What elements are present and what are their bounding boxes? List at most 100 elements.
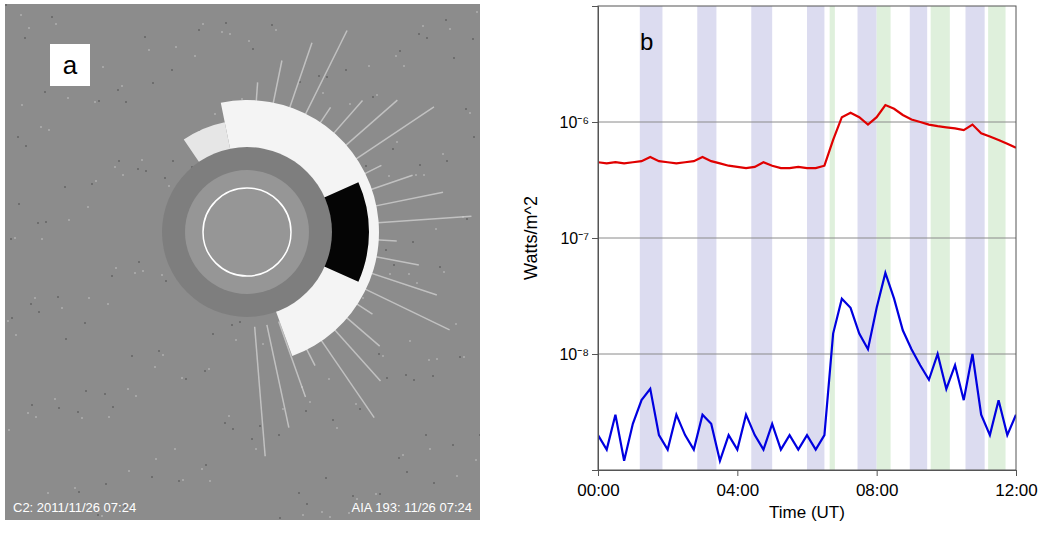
- texture: [127, 388, 129, 390]
- texture: [105, 483, 107, 485]
- texture: [107, 303, 109, 305]
- texture: [202, 23, 204, 25]
- texture: [7, 320, 9, 322]
- y-axis: 10⁻⁸ 10⁻⁷ 10⁻⁶: [559, 7, 598, 471]
- texture: [302, 514, 304, 516]
- texture: [453, 57, 455, 59]
- texture: [251, 438, 253, 440]
- texture: [336, 427, 338, 429]
- texture: [449, 28, 451, 30]
- texture: [14, 237, 16, 239]
- texture: [398, 457, 400, 459]
- texture: [54, 398, 56, 400]
- texture: [368, 65, 370, 67]
- x-tick-label: 08:00: [856, 481, 899, 500]
- texture: [388, 175, 390, 177]
- texture: [111, 275, 113, 277]
- texture: [282, 408, 284, 410]
- texture: [125, 101, 127, 103]
- texture: [225, 22, 227, 24]
- texture: [229, 33, 231, 35]
- texture: [348, 512, 350, 514]
- texture: [198, 29, 200, 31]
- texture: [142, 270, 144, 272]
- texture: [349, 103, 351, 105]
- panel-label-background: [50, 44, 90, 86]
- texture: [382, 355, 384, 357]
- texture: [85, 390, 87, 392]
- texture: [425, 434, 427, 436]
- texture: [48, 129, 50, 131]
- texture: [429, 448, 431, 450]
- plot-frame: [598, 6, 1016, 470]
- x-tick-mark: [1016, 470, 1017, 476]
- texture: [456, 475, 458, 477]
- texture: [137, 168, 139, 170]
- texture: [379, 493, 381, 495]
- texture: [255, 448, 257, 450]
- texture: [298, 492, 300, 494]
- texture: [248, 40, 250, 42]
- y-tick-label: 10⁻⁸: [559, 346, 589, 363]
- texture: [386, 377, 388, 379]
- texture: [162, 354, 164, 356]
- texture: [15, 334, 17, 336]
- plot-background: [598, 6, 1016, 470]
- texture: [352, 495, 354, 497]
- x-tick-label: 12:00: [995, 481, 1038, 500]
- texture: [65, 338, 67, 340]
- texture: [174, 448, 176, 450]
- texture: [412, 241, 414, 243]
- texture: [389, 273, 391, 275]
- texture: [345, 69, 347, 71]
- texture: [178, 480, 180, 482]
- texture: [306, 503, 308, 505]
- texture: [102, 66, 104, 68]
- texture: [101, 515, 103, 517]
- texture: [466, 218, 468, 220]
- texture: [78, 491, 80, 493]
- y-tick-label: 10⁻⁷: [560, 230, 589, 247]
- texture: [194, 55, 196, 57]
- texture: [305, 410, 307, 412]
- texture: [171, 69, 173, 71]
- texture: [459, 356, 461, 358]
- texture: [378, 353, 380, 355]
- texture: [8, 429, 10, 431]
- texture: [205, 464, 207, 466]
- grid-line: [598, 238, 1016, 239]
- texture: [57, 296, 59, 298]
- texture: [445, 19, 447, 21]
- texture: [392, 148, 394, 150]
- texture: [172, 160, 174, 162]
- x-tick: 04:00: [717, 470, 760, 500]
- texture: [24, 37, 26, 39]
- texture: [208, 368, 210, 370]
- texture: [41, 238, 43, 240]
- texture: [329, 516, 331, 518]
- texture: [5, 4, 7, 6]
- y-tick: 10⁻⁶: [560, 114, 598, 131]
- texture: [413, 379, 415, 381]
- y-tick: 10⁻⁷: [560, 230, 598, 247]
- texture: [122, 174, 124, 176]
- texture: [204, 370, 206, 372]
- texture: [17, 136, 19, 138]
- texture: [433, 482, 435, 484]
- texture: [145, 170, 147, 172]
- texture: [155, 458, 157, 460]
- texture: [221, 31, 223, 33]
- texture: [175, 46, 177, 48]
- texture: [84, 322, 86, 324]
- texture: [37, 222, 39, 224]
- texture: [241, 98, 243, 100]
- texture: [418, 33, 420, 35]
- panel-label: a: [63, 50, 78, 80]
- texture: [475, 459, 477, 461]
- texture: [326, 76, 328, 78]
- texture: [476, 11, 478, 13]
- texture: [45, 221, 47, 223]
- texture: [473, 136, 475, 138]
- texture: [28, 27, 30, 29]
- texture: [209, 480, 211, 482]
